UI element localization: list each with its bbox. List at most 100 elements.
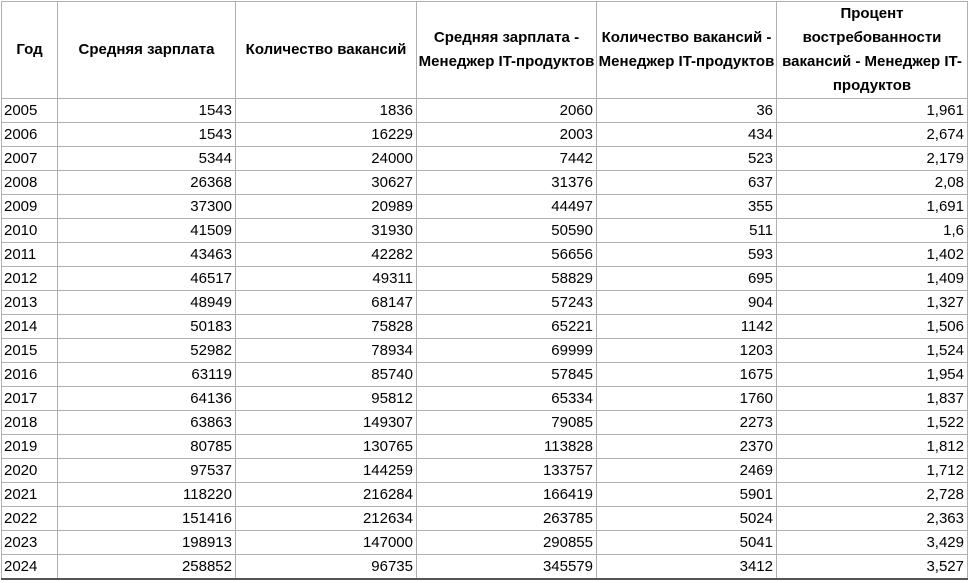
cell-vacancy-count-it-pm[interactable]: 355	[596, 194, 777, 219]
cell-demand-percent-it-pm[interactable]: 3,429	[776, 530, 968, 555]
cell-vacancy-count-it-pm[interactable]: 637	[596, 170, 777, 195]
cell-avg-salary[interactable]: 258852	[57, 554, 236, 580]
cell-vacancy-count[interactable]: 95812	[235, 386, 417, 411]
cell-year[interactable]: 2011	[1, 242, 58, 267]
cell-year[interactable]: 2022	[1, 506, 58, 531]
cell-vacancy-count[interactable]: 78934	[235, 338, 417, 363]
cell-avg-salary[interactable]: 63119	[57, 362, 236, 387]
cell-vacancy-count-it-pm[interactable]: 593	[596, 242, 777, 267]
cell-year[interactable]: 2021	[1, 482, 58, 507]
header-demand-percent-it-pm[interactable]: Процент востребованности вакансий - Мене…	[776, 1, 968, 99]
cell-vacancy-count[interactable]: 96735	[235, 554, 417, 580]
cell-vacancy-count-it-pm[interactable]: 36	[596, 98, 777, 123]
cell-avg-salary[interactable]: 64136	[57, 386, 236, 411]
cell-vacancy-count[interactable]: 75828	[235, 314, 417, 339]
cell-avg-salary-it-pm[interactable]: 290855	[416, 530, 597, 555]
cell-vacancy-count-it-pm[interactable]: 511	[596, 218, 777, 243]
cell-demand-percent-it-pm[interactable]: 2,363	[776, 506, 968, 531]
cell-avg-salary[interactable]: 26368	[57, 170, 236, 195]
cell-vacancy-count[interactable]: 130765	[235, 434, 417, 459]
cell-year[interactable]: 2010	[1, 218, 58, 243]
cell-vacancy-count[interactable]: 68147	[235, 290, 417, 315]
cell-year[interactable]: 2020	[1, 458, 58, 483]
cell-year[interactable]: 2008	[1, 170, 58, 195]
cell-demand-percent-it-pm[interactable]: 1,837	[776, 386, 968, 411]
cell-year[interactable]: 2016	[1, 362, 58, 387]
cell-demand-percent-it-pm[interactable]: 1,522	[776, 410, 968, 435]
cell-vacancy-count-it-pm[interactable]: 434	[596, 122, 777, 147]
cell-demand-percent-it-pm[interactable]: 2,179	[776, 146, 968, 171]
cell-vacancy-count[interactable]: 31930	[235, 218, 417, 243]
cell-vacancy-count[interactable]: 149307	[235, 410, 417, 435]
cell-vacancy-count[interactable]: 49311	[235, 266, 417, 291]
cell-year[interactable]: 2019	[1, 434, 58, 459]
cell-vacancy-count[interactable]: 212634	[235, 506, 417, 531]
cell-avg-salary-it-pm[interactable]: 263785	[416, 506, 597, 531]
cell-avg-salary[interactable]: 43463	[57, 242, 236, 267]
cell-vacancy-count-it-pm[interactable]: 2469	[596, 458, 777, 483]
cell-vacancy-count-it-pm[interactable]: 2370	[596, 434, 777, 459]
cell-demand-percent-it-pm[interactable]: 1,712	[776, 458, 968, 483]
cell-avg-salary[interactable]: 80785	[57, 434, 236, 459]
cell-vacancy-count[interactable]: 85740	[235, 362, 417, 387]
cell-vacancy-count-it-pm[interactable]: 2273	[596, 410, 777, 435]
cell-avg-salary[interactable]: 41509	[57, 218, 236, 243]
cell-avg-salary[interactable]: 50183	[57, 314, 236, 339]
cell-year[interactable]: 2017	[1, 386, 58, 411]
cell-avg-salary[interactable]: 52982	[57, 338, 236, 363]
header-vacancy-count-it-pm[interactable]: Количество вакансий - Менеджер IT-продук…	[596, 1, 777, 99]
cell-demand-percent-it-pm[interactable]: 2,08	[776, 170, 968, 195]
cell-vacancy-count[interactable]: 1836	[235, 98, 417, 123]
cell-demand-percent-it-pm[interactable]: 1,506	[776, 314, 968, 339]
cell-avg-salary-it-pm[interactable]: 79085	[416, 410, 597, 435]
cell-avg-salary-it-pm[interactable]: 31376	[416, 170, 597, 195]
cell-year[interactable]: 2014	[1, 314, 58, 339]
cell-demand-percent-it-pm[interactable]: 1,954	[776, 362, 968, 387]
cell-demand-percent-it-pm[interactable]: 1,327	[776, 290, 968, 315]
cell-vacancy-count-it-pm[interactable]: 3412	[596, 554, 777, 580]
cell-avg-salary[interactable]: 48949	[57, 290, 236, 315]
cell-avg-salary[interactable]: 1543	[57, 98, 236, 123]
cell-demand-percent-it-pm[interactable]: 2,728	[776, 482, 968, 507]
cell-vacancy-count-it-pm[interactable]: 1760	[596, 386, 777, 411]
cell-year[interactable]: 2013	[1, 290, 58, 315]
cell-year[interactable]: 2023	[1, 530, 58, 555]
cell-year[interactable]: 2015	[1, 338, 58, 363]
cell-avg-salary-it-pm[interactable]: 133757	[416, 458, 597, 483]
cell-demand-percent-it-pm[interactable]: 1,402	[776, 242, 968, 267]
cell-demand-percent-it-pm[interactable]: 1,812	[776, 434, 968, 459]
cell-vacancy-count-it-pm[interactable]: 523	[596, 146, 777, 171]
cell-vacancy-count[interactable]: 147000	[235, 530, 417, 555]
cell-demand-percent-it-pm[interactable]: 2,674	[776, 122, 968, 147]
cell-avg-salary-it-pm[interactable]: 2060	[416, 98, 597, 123]
cell-avg-salary-it-pm[interactable]: 58829	[416, 266, 597, 291]
cell-avg-salary[interactable]: 97537	[57, 458, 236, 483]
cell-vacancy-count-it-pm[interactable]: 904	[596, 290, 777, 315]
cell-avg-salary[interactable]: 46517	[57, 266, 236, 291]
cell-year[interactable]: 2018	[1, 410, 58, 435]
cell-vacancy-count-it-pm[interactable]: 5024	[596, 506, 777, 531]
cell-avg-salary-it-pm[interactable]: 113828	[416, 434, 597, 459]
cell-year[interactable]: 2007	[1, 146, 58, 171]
cell-vacancy-count[interactable]: 144259	[235, 458, 417, 483]
cell-avg-salary-it-pm[interactable]: 57845	[416, 362, 597, 387]
cell-avg-salary-it-pm[interactable]: 57243	[416, 290, 597, 315]
cell-avg-salary-it-pm[interactable]: 56656	[416, 242, 597, 267]
cell-demand-percent-it-pm[interactable]: 3,527	[776, 554, 968, 580]
cell-avg-salary[interactable]: 37300	[57, 194, 236, 219]
header-vacancy-count[interactable]: Количество вакансий	[235, 1, 417, 99]
cell-avg-salary[interactable]: 198913	[57, 530, 236, 555]
cell-avg-salary[interactable]: 118220	[57, 482, 236, 507]
header-avg-salary-it-pm[interactable]: Средняя зарплата - Менеджер IT-продуктов	[416, 1, 597, 99]
cell-vacancy-count[interactable]: 30627	[235, 170, 417, 195]
cell-year[interactable]: 2005	[1, 98, 58, 123]
cell-year[interactable]: 2024	[1, 554, 58, 580]
cell-avg-salary-it-pm[interactable]: 65221	[416, 314, 597, 339]
cell-vacancy-count[interactable]: 216284	[235, 482, 417, 507]
cell-demand-percent-it-pm[interactable]: 1,961	[776, 98, 968, 123]
cell-vacancy-count-it-pm[interactable]: 1675	[596, 362, 777, 387]
cell-demand-percent-it-pm[interactable]: 1,409	[776, 266, 968, 291]
cell-avg-salary[interactable]: 63863	[57, 410, 236, 435]
cell-avg-salary-it-pm[interactable]: 2003	[416, 122, 597, 147]
cell-vacancy-count[interactable]: 20989	[235, 194, 417, 219]
